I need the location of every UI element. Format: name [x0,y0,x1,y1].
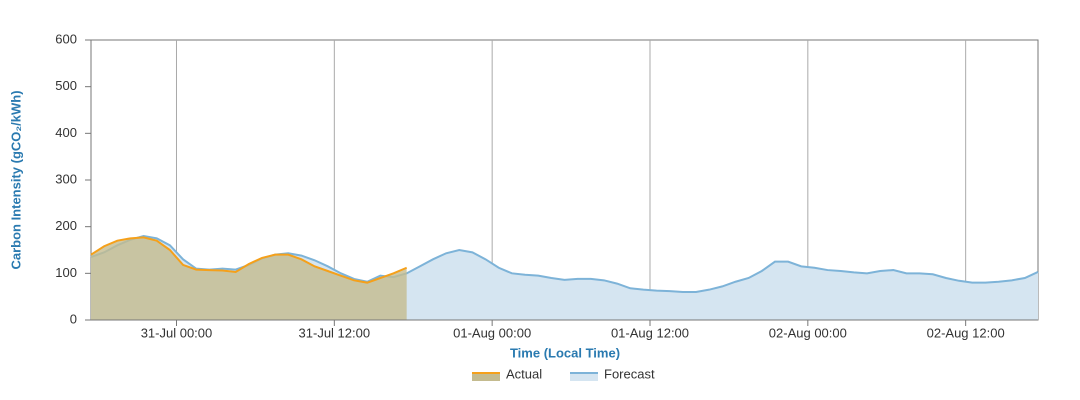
legend-label: Actual [506,366,542,381]
y-tick-label: 600 [55,31,77,46]
x-tick-label: 31-Jul 00:00 [141,325,213,340]
y-tick-label: 300 [55,171,77,186]
y-tick-label: 100 [55,265,77,280]
area-fill [91,237,407,320]
y-tick-label: 0 [70,311,77,326]
x-tick-label: 02-Aug 12:00 [927,325,1005,340]
y-axis-title: Carbon Intensity (gCO₂/kWh) [8,90,23,269]
y-tick-label: 400 [55,125,77,140]
y-tick-label: 200 [55,218,77,233]
legend-swatch [570,373,598,381]
x-tick-label: 01-Aug 00:00 [453,325,531,340]
x-tick-label: 31-Jul 12:00 [299,325,371,340]
y-tick-label: 500 [55,78,77,93]
x-axis-title: Time (Local Time) [510,345,620,360]
legend-swatch [472,373,500,381]
series-line [90,236,408,284]
legend-label: Forecast [604,366,655,381]
x-tick-label: 02-Aug 00:00 [769,325,847,340]
x-tick-label: 01-Aug 12:00 [611,325,689,340]
